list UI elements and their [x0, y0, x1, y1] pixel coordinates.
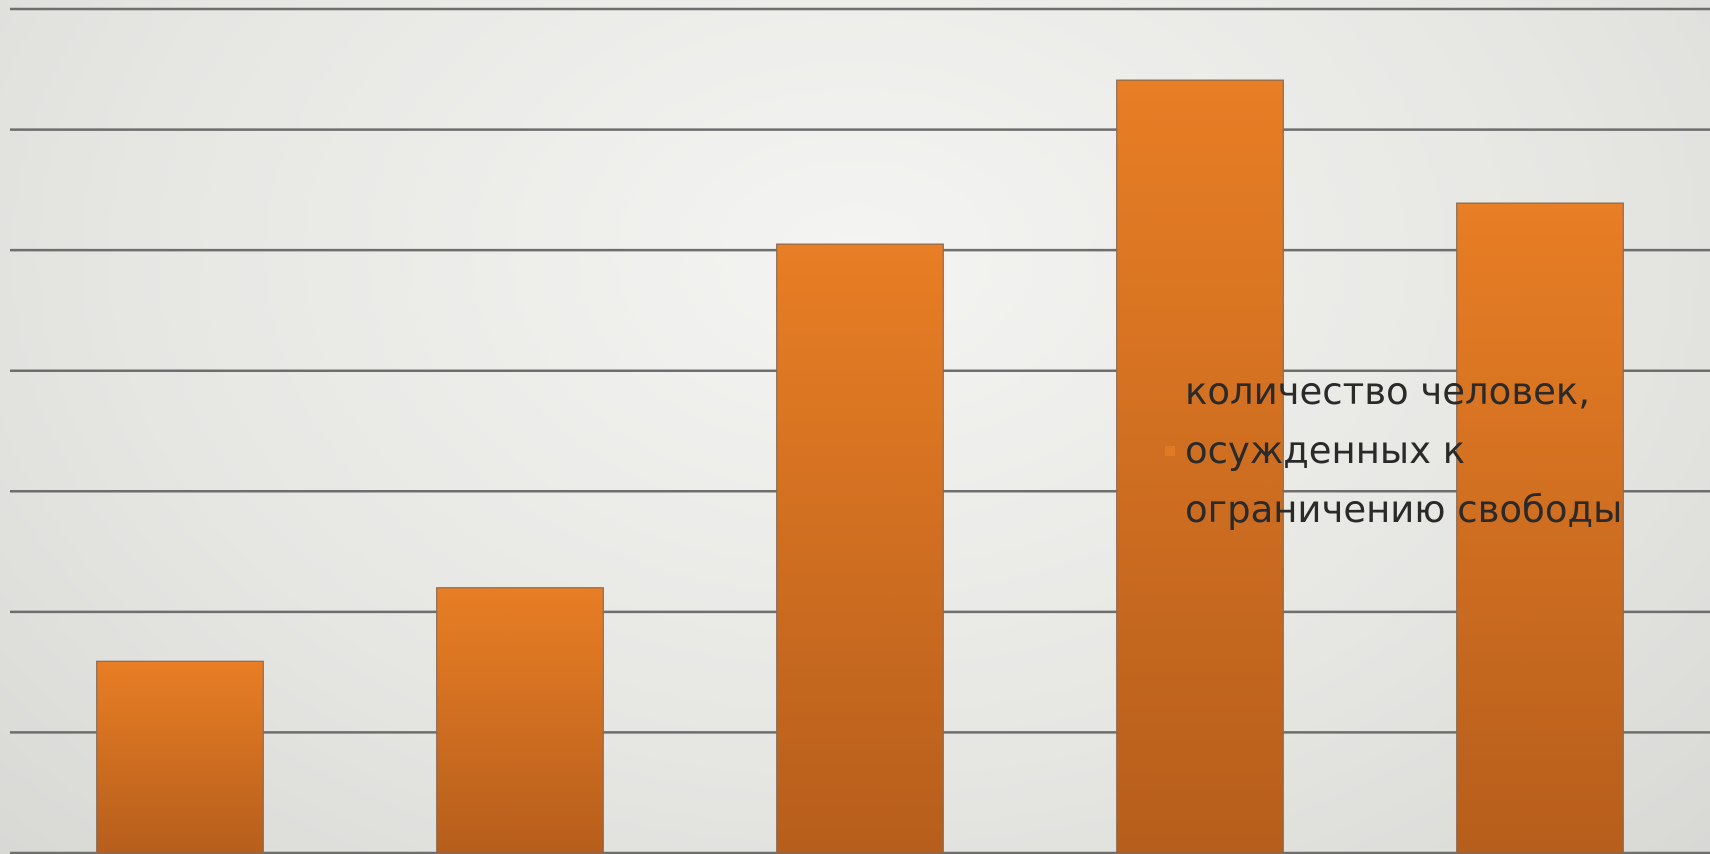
bar: [436, 587, 604, 854]
legend-label: количество человек, осужденных к огранич…: [1185, 370, 1623, 531]
bar: [96, 660, 264, 854]
legend: количество человек, осужденных к огранич…: [1165, 362, 1665, 539]
bar: [776, 243, 944, 854]
bar: [1456, 202, 1624, 854]
bar: [1116, 79, 1284, 854]
legend-key: [1165, 445, 1175, 456]
